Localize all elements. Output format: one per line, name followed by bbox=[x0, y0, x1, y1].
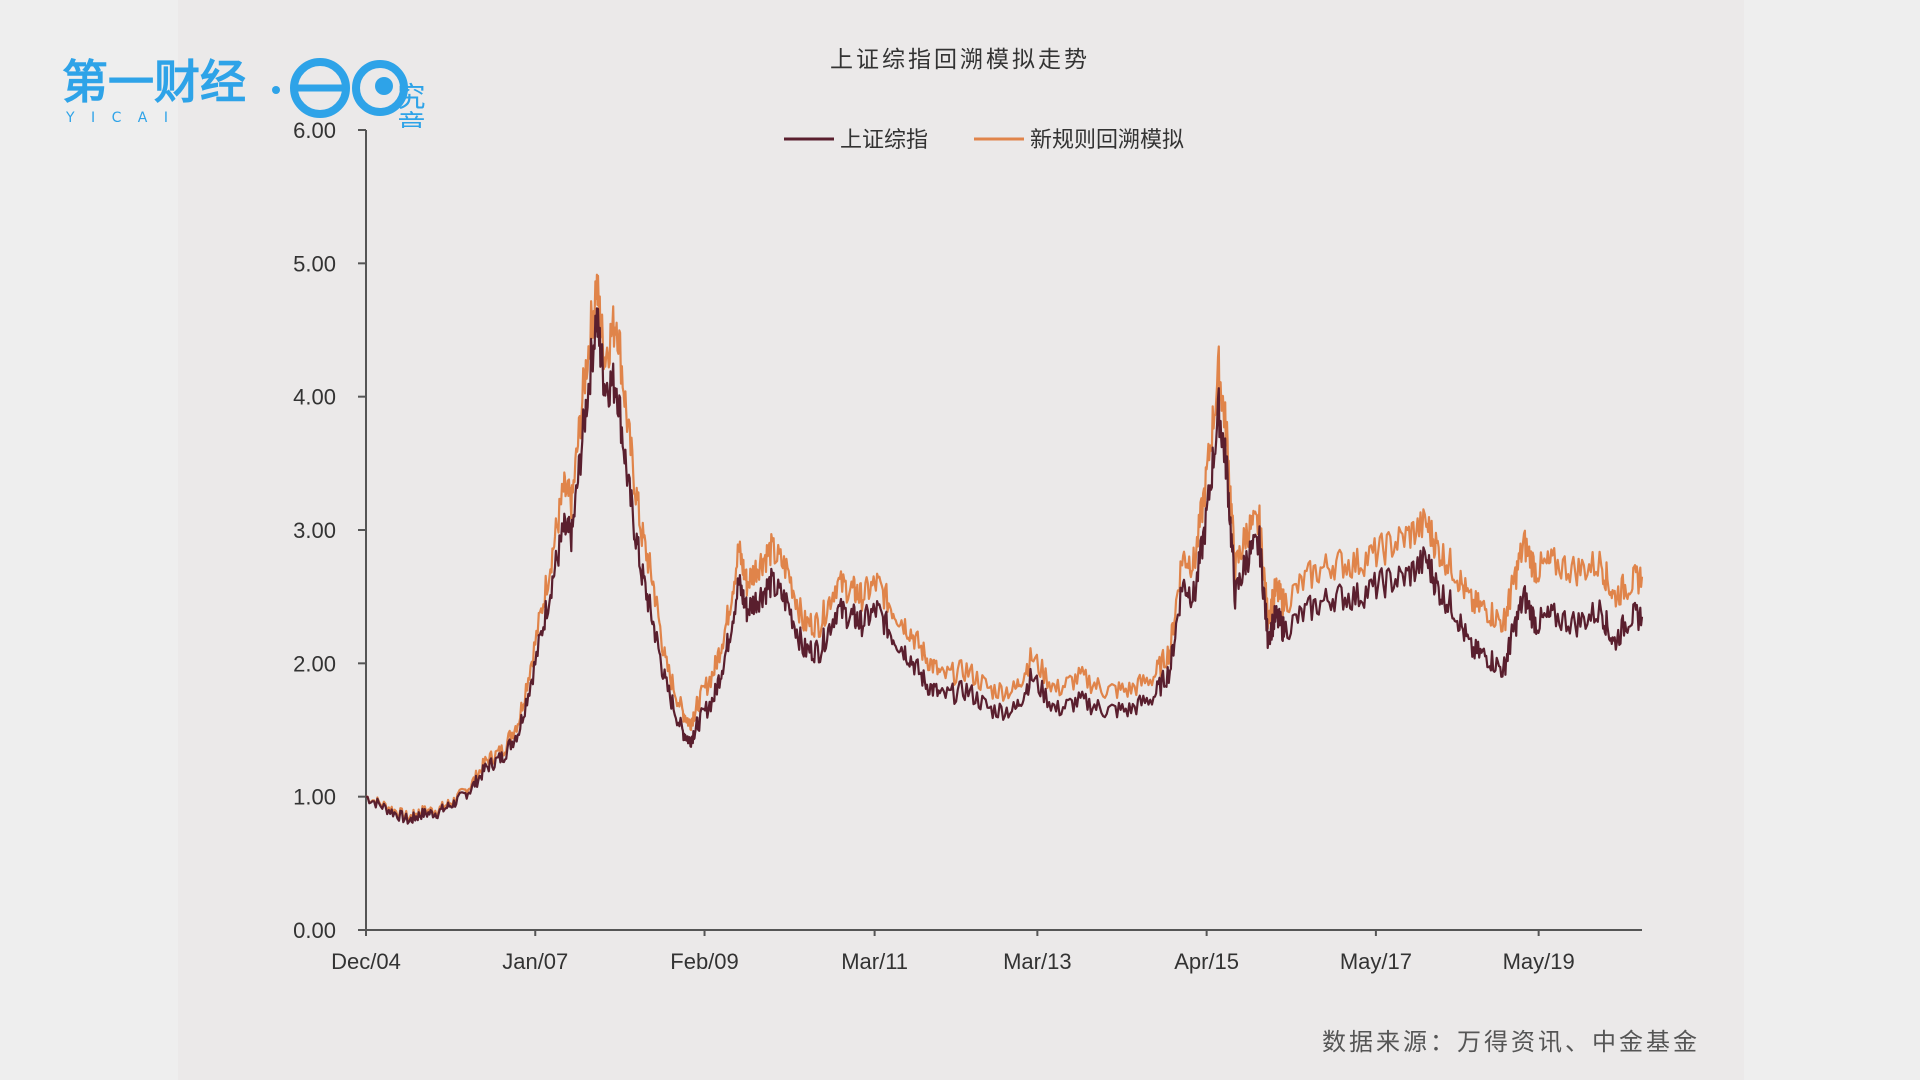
y-tick-label: 3.00 bbox=[293, 518, 336, 543]
y-tick-label: 1.00 bbox=[293, 785, 336, 810]
logo-eye-icon bbox=[352, 60, 408, 116]
x-tick-label: Dec/04 bbox=[331, 949, 401, 974]
x-tick-label: Feb/09 bbox=[670, 949, 739, 974]
x-tick-label: Jan/07 bbox=[502, 949, 568, 974]
y-tick-label: 5.00 bbox=[293, 251, 336, 276]
y-tick-label: 6.00 bbox=[293, 118, 336, 143]
x-tick-label: Apr/15 bbox=[1174, 949, 1239, 974]
series-line-1 bbox=[365, 273, 1644, 823]
y-axis: 0.00 1.00 2.00 3.00 4.00 5.00 6.00 bbox=[293, 118, 367, 943]
y-tick-label: 0.00 bbox=[293, 918, 336, 943]
x-tick-label: Mar/13 bbox=[1003, 949, 1071, 974]
y-tick-label: 2.00 bbox=[293, 651, 336, 676]
logo-dot-icon bbox=[272, 86, 280, 94]
x-tick-label: May/19 bbox=[1503, 949, 1575, 974]
chart-legend: 上证综指 新规则回溯模拟 bbox=[784, 128, 1184, 153]
legend-label-1: 新规则回溯模拟 bbox=[1030, 128, 1184, 153]
series-line-0 bbox=[365, 307, 1644, 825]
series-group bbox=[365, 273, 1644, 825]
data-source-note: 数据来源：万得资讯、中金基金 bbox=[1322, 1028, 1700, 1056]
x-tick-label: Mar/11 bbox=[841, 949, 908, 974]
y-tick-label: 4.00 bbox=[293, 385, 336, 410]
chart-title: 上证综指回溯模拟走势 bbox=[830, 47, 1090, 73]
logo-ring-icon bbox=[290, 58, 350, 118]
logo-sub-text: Y I C A I bbox=[65, 110, 174, 126]
legend-label-0: 上证综指 bbox=[840, 128, 928, 153]
x-axis: Dec/04 Jan/07 Feb/09 Mar/11 Mar/13 Apr/15 May/… bbox=[331, 929, 1642, 974]
x-tick-label: May/17 bbox=[1340, 949, 1412, 974]
logo-main-text: 第一财经 bbox=[62, 55, 246, 109]
slide-background bbox=[178, 0, 1744, 1080]
